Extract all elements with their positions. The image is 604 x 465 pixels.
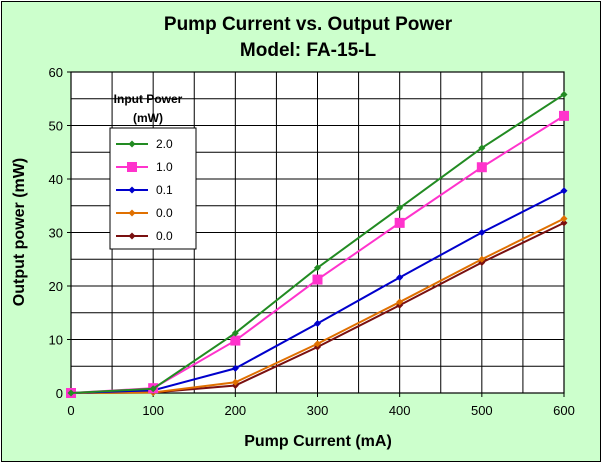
data-point — [67, 389, 75, 397]
x-tick-label: 600 — [553, 403, 575, 418]
data-point — [149, 385, 157, 393]
legend-item: 0.0 — [116, 229, 173, 243]
data-point — [314, 319, 321, 327]
data-point — [560, 215, 568, 223]
legend-label: 1.0 — [156, 160, 173, 174]
data-point — [396, 298, 404, 306]
data-point — [560, 187, 568, 195]
y-tick-label: 10 — [49, 333, 63, 348]
series-2.0 — [67, 90, 568, 397]
data-point — [231, 329, 239, 337]
x-tick-label: 300 — [307, 403, 329, 418]
legend-label: 2.0 — [156, 137, 173, 151]
legend: Input Power (mW) 2.0 1.0 0.1 0.0 0.0 — [109, 92, 197, 250]
legend-item: 0.1 — [116, 183, 173, 197]
y-tick-label: 60 — [49, 65, 63, 80]
legend-marker — [128, 186, 136, 194]
x-tick-label: 500 — [471, 403, 493, 418]
y-axis-title: Output power (mW) — [11, 158, 28, 306]
data-point — [314, 340, 321, 348]
x-axis-title: Pump Current (mA) — [244, 433, 392, 450]
x-tick-label: 400 — [389, 403, 411, 418]
data-point — [231, 378, 239, 386]
data-point — [559, 110, 569, 121]
legend-label: 0.1 — [156, 183, 173, 197]
legend-label: 0.0 — [156, 206, 173, 220]
legend-box — [109, 127, 197, 250]
data-point — [230, 335, 241, 346]
data-point — [314, 264, 321, 272]
series-group — [66, 90, 569, 398]
legend-item: 0.0 — [116, 206, 173, 220]
gridlines — [70, 71, 565, 394]
data-point — [396, 273, 404, 281]
tick-labels: 0 100 200 300 400 500 600 0 10 20 30 40 50 60 — [49, 65, 575, 418]
legend-label: 0.0 — [156, 229, 173, 243]
legend-item: 2.0 — [116, 137, 173, 151]
legend-title-line2: (mW) — [133, 111, 163, 125]
data-point — [478, 255, 486, 263]
data-point — [560, 90, 568, 98]
legend-item: 1.0 — [116, 160, 173, 174]
data-point — [560, 219, 568, 227]
data-point — [478, 144, 486, 152]
y-tick-label: 30 — [49, 226, 63, 241]
data-point — [231, 364, 239, 372]
data-point — [394, 217, 405, 228]
chart-subtitle: Model: FA-15-L — [240, 40, 377, 61]
x-tick-label: 200 — [224, 403, 246, 418]
y-tick-label: 20 — [49, 279, 63, 294]
legend-marker — [128, 140, 136, 148]
y-tick-label: 50 — [49, 119, 63, 134]
data-point — [396, 204, 404, 212]
legend-title-line1: Input Power — [114, 92, 183, 106]
y-tick-label: 40 — [49, 172, 63, 187]
legend-marker — [128, 232, 136, 240]
data-point — [478, 229, 486, 236]
chart-title: Pump Current vs. Output Power — [164, 14, 453, 35]
x-tick-label: 0 — [67, 403, 74, 418]
y-tick-label: 0 — [56, 386, 63, 401]
data-point — [312, 274, 323, 285]
legend-marker — [127, 162, 137, 172]
legend-marker — [128, 209, 136, 217]
data-point — [476, 162, 487, 173]
x-tick-label: 100 — [142, 403, 164, 418]
